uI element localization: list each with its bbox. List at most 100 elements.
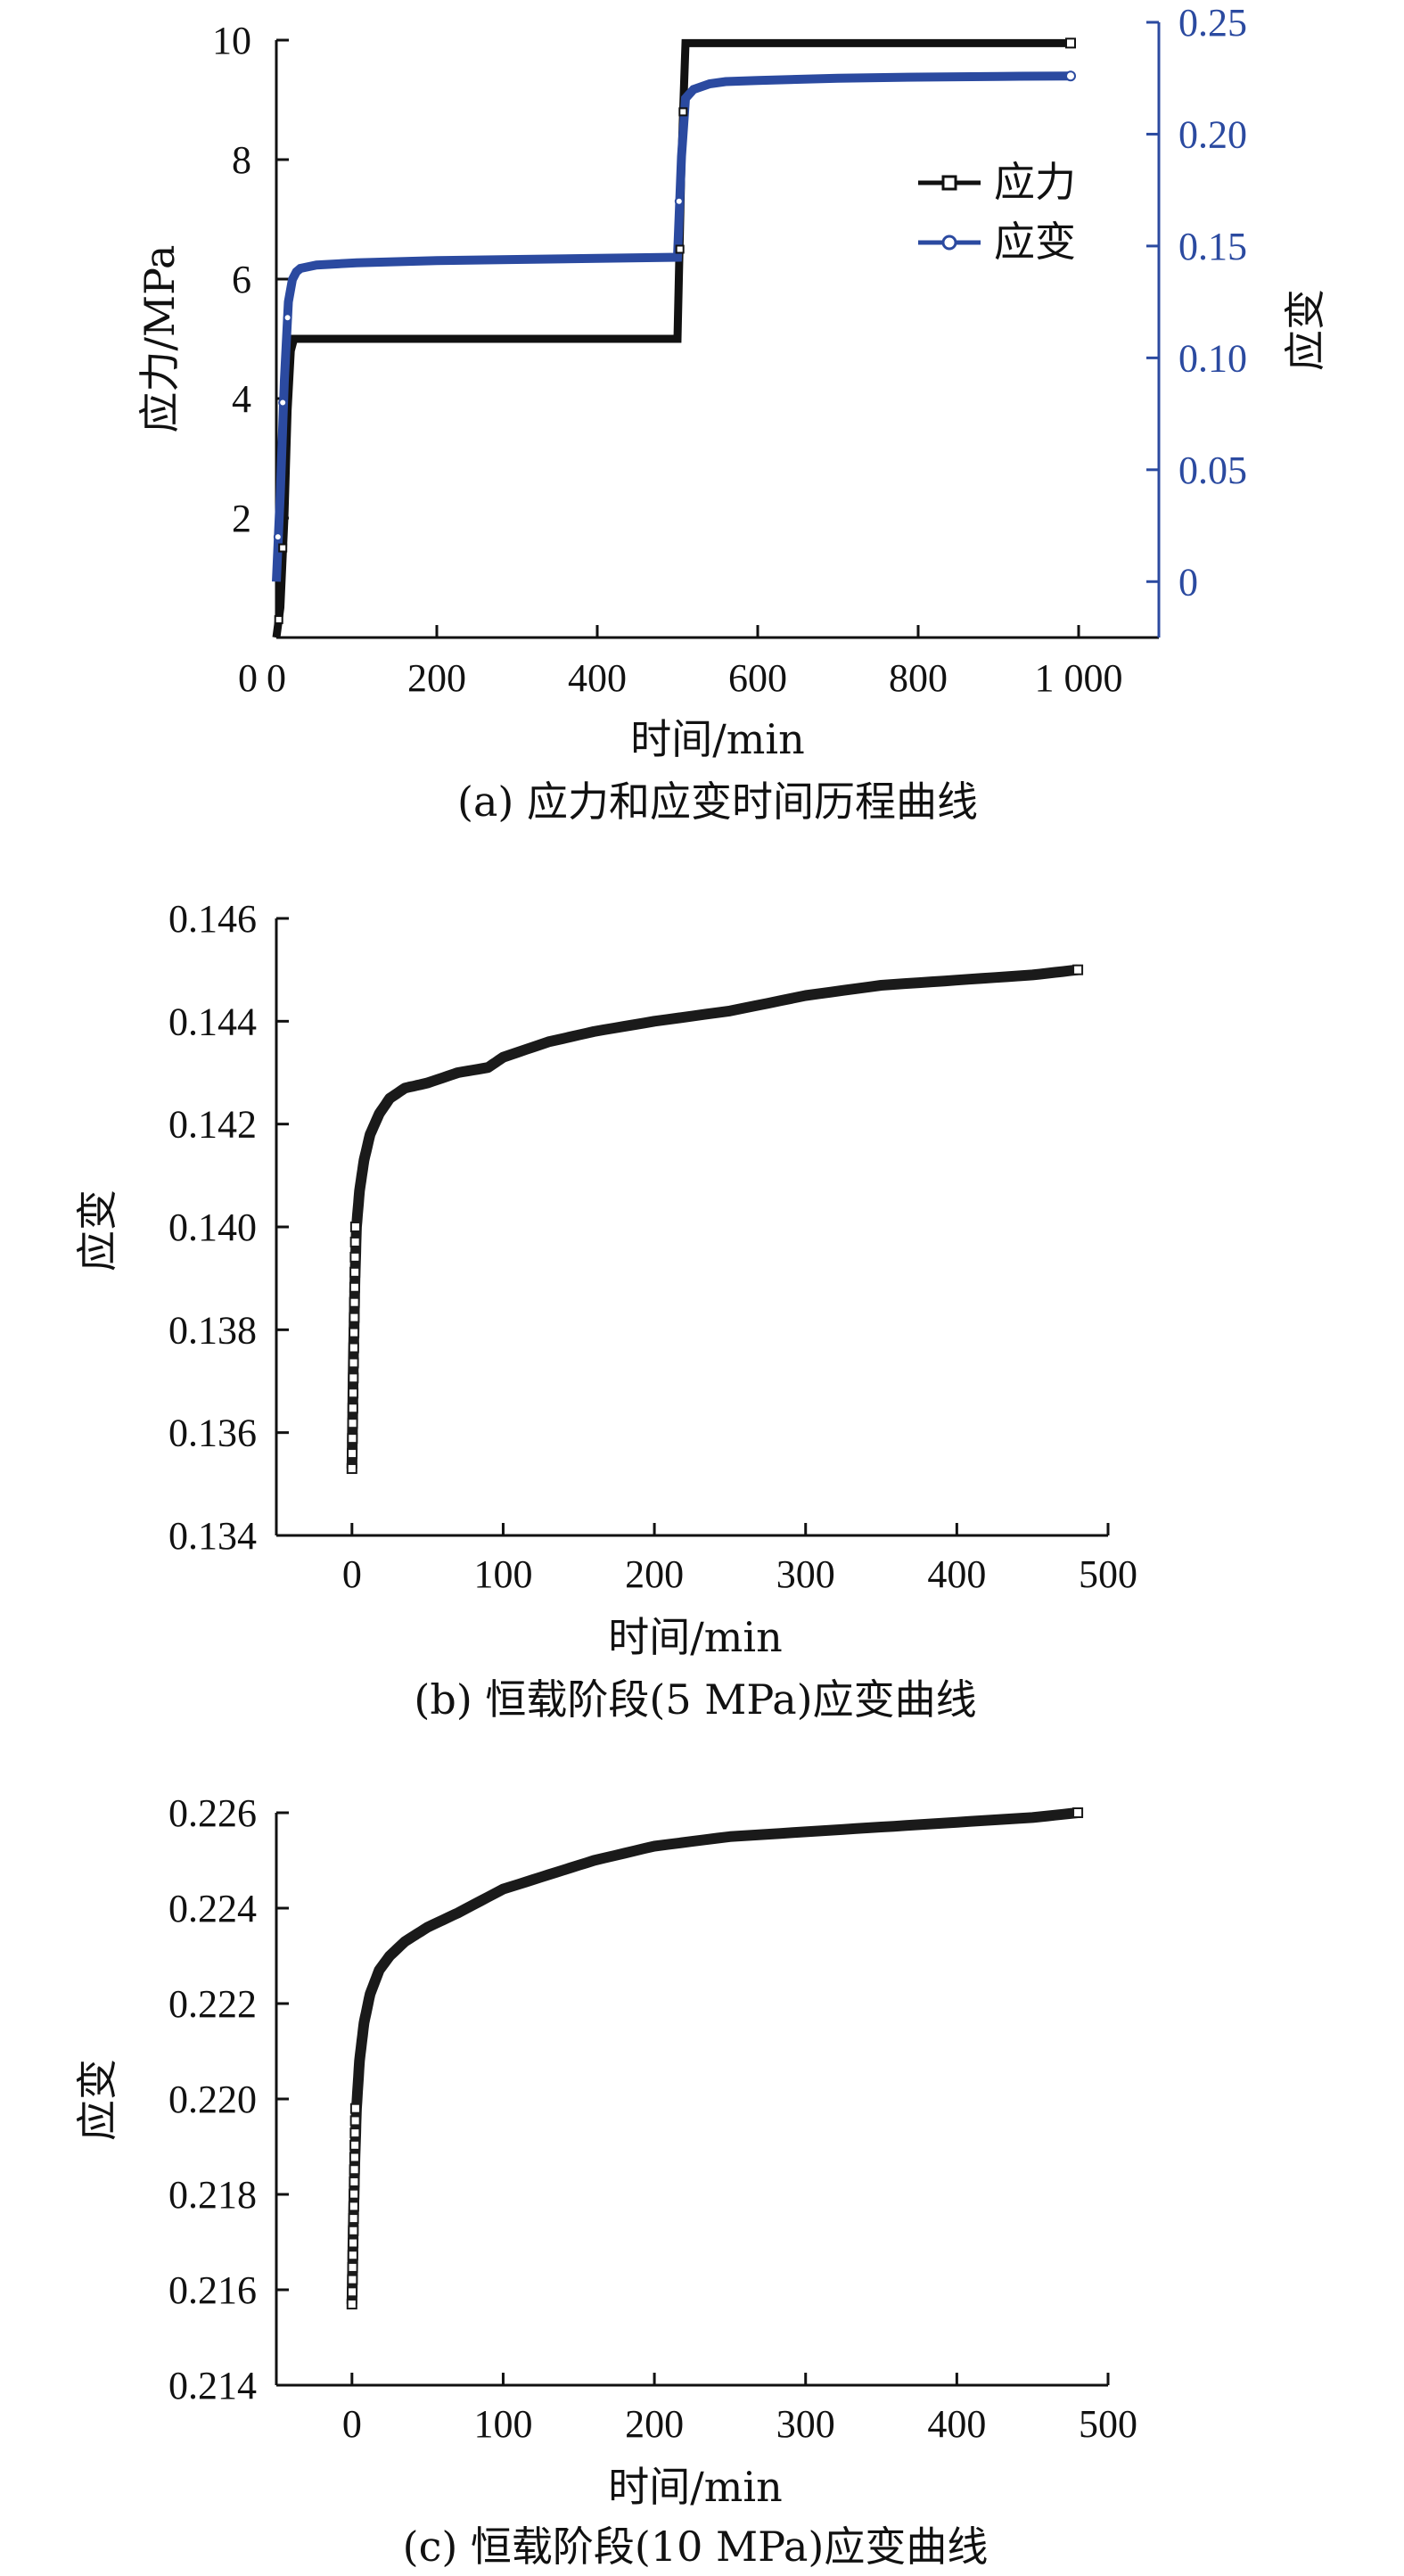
c-y-tick-label: 0.220 <box>168 2078 257 2121</box>
c-strain-point <box>348 2225 359 2236</box>
c-x-tick-label: 300 <box>776 2402 835 2446</box>
c-y-axis-title: 应变 <box>73 2059 121 2141</box>
a-origin-label: 0 <box>238 656 258 700</box>
panel-b-chart: 0 100 200 300 400 500 0.134 0.136 0.138 0.140 0.1… <box>73 897 1137 1724</box>
c-strain-point <box>347 2274 358 2285</box>
b-y-tick-label: 0.144 <box>168 1000 257 1043</box>
c-x-tick-label: 200 <box>625 2402 684 2446</box>
c-strain-point <box>347 2286 358 2298</box>
c-x-tick-label: 0 <box>342 2402 362 2446</box>
a-stress-point <box>274 614 283 624</box>
c-strain-point <box>348 2237 359 2249</box>
c-caption: (c) 恒载阶段(10 MPa)应变曲线 <box>403 2523 989 2571</box>
b-strain-point <box>349 1236 361 1247</box>
legend-stress-label: 应力 <box>994 158 1076 206</box>
a-y-tick-label: 8 <box>232 138 251 182</box>
b-caption: (b) 恒载阶段(5 MPa)应变曲线 <box>414 1675 976 1724</box>
a-x-tick-label: 1 000 <box>1035 656 1123 700</box>
a-strain-point <box>283 313 292 323</box>
c-x-axis-title: 时间/min <box>608 2463 782 2511</box>
a-stress-point <box>675 244 685 254</box>
b-strain-point <box>349 1327 360 1338</box>
a-x-tick-label: 800 <box>889 656 948 700</box>
c-strain-point <box>349 2188 360 2200</box>
b-y-tick-label: 0.146 <box>168 897 257 941</box>
b-strain-point <box>348 1387 359 1399</box>
a-y-axis-title: 应力/MPa <box>135 245 184 433</box>
b-strain-point <box>348 1372 359 1384</box>
a-stress-point <box>678 107 688 117</box>
a-y2-axis-title: 应变 <box>1281 289 1329 371</box>
panel-a-chart: 0 200 400 600 800 1 000 0 2 4 6 8 10 0 0.05 0.10 0.15… <box>135 1 1329 826</box>
c-y-tick-label: 0.214 <box>168 2364 257 2407</box>
a-strain-point <box>278 398 288 407</box>
b-strain-point <box>349 1251 361 1263</box>
c-y-tick-label: 0.218 <box>168 2173 257 2217</box>
a-caption: (a) 应力和应变时间历程曲线 <box>457 778 978 826</box>
c-strain-point <box>349 2176 360 2187</box>
c-strain-point <box>347 2250 358 2261</box>
b-strain-point <box>349 1281 360 1293</box>
legend-stress-marker <box>941 175 957 191</box>
a-y-tick-label: 4 <box>232 377 251 421</box>
c-strain-point <box>349 2103 361 2114</box>
c-series-strain <box>346 1807 1079 2305</box>
a-x-tick-label: 200 <box>407 656 466 700</box>
b-y-tick-label: 0.140 <box>168 1206 257 1249</box>
c-y-tick-label: 0.222 <box>168 1982 257 2026</box>
a-strain-point <box>273 532 283 542</box>
b-strain-point <box>347 1448 358 1460</box>
b-y-tick-label: 0.138 <box>168 1308 257 1352</box>
c-y-tick-label: 0.216 <box>168 2268 257 2312</box>
c-strain-point <box>346 2299 357 2310</box>
a-legend: 应力 应变 <box>918 158 1076 266</box>
b-x-tick-label: 400 <box>927 1552 986 1596</box>
c-strain-point <box>348 2201 359 2212</box>
a-stress-end-point <box>1065 37 1076 49</box>
b-x-axis-title: 时间/min <box>608 1613 782 1661</box>
a-y2-tick-label: 0 <box>1178 560 1198 604</box>
b-y-axis-title: 应变 <box>73 1189 121 1272</box>
b-strain-point <box>349 1296 360 1308</box>
a-x-tick-label: 0 <box>267 656 286 700</box>
c-x-tick-label: 500 <box>1079 2402 1137 2446</box>
a-x-tick-label: 400 <box>568 656 627 700</box>
a-y-tick-label: 10 <box>212 19 251 62</box>
panel-c-chart: 0 100 200 300 400 500 0.214 0.216 0.218 0.220 0.2… <box>73 1791 1137 2571</box>
c-strain-point <box>349 2152 360 2163</box>
b-strain-point <box>349 1312 360 1323</box>
a-y2-tick-label: 0.10 <box>1178 336 1247 380</box>
b-strain-end-point <box>1072 964 1084 975</box>
b-strain-point <box>349 1266 361 1278</box>
c-strain-point <box>349 2115 361 2127</box>
c-strain-point <box>348 2213 359 2225</box>
a-strain-point <box>674 196 684 206</box>
a-x-tick-label: 600 <box>728 656 787 700</box>
a-y2-tick-label: 0.25 <box>1178 1 1247 45</box>
b-x-tick-label: 300 <box>776 1552 835 1596</box>
legend-strain-marker <box>941 235 957 251</box>
b-y-tick-label: 0.142 <box>168 1103 257 1147</box>
a-y2-tick-label: 0.15 <box>1178 225 1247 268</box>
c-strain-point <box>347 2261 358 2273</box>
b-strain-point <box>347 1433 358 1444</box>
b-strain-point <box>348 1357 359 1369</box>
b-x-tick-label: 200 <box>625 1552 684 1596</box>
a-y-tick-label: 6 <box>232 258 251 301</box>
b-y-tick-label: 0.134 <box>168 1514 257 1558</box>
b-strain-point <box>348 1342 359 1354</box>
a-strain-end-point <box>1065 70 1076 82</box>
a-stress-point <box>278 543 288 553</box>
c-x-tick-label: 100 <box>473 2402 532 2446</box>
c-x-tick-label: 400 <box>927 2402 986 2446</box>
c-strain-end-point <box>1072 1807 1084 1818</box>
c-y-tick-label: 0.224 <box>168 1887 257 1930</box>
b-strain-point <box>346 1463 357 1475</box>
c-y-tick-label: 0.226 <box>168 1791 257 1835</box>
a-y2-tick-label: 0.20 <box>1178 112 1247 156</box>
b-x-tick-label: 0 <box>342 1552 362 1596</box>
c-strain-point <box>349 2127 361 2139</box>
b-strain-point <box>347 1418 358 1429</box>
